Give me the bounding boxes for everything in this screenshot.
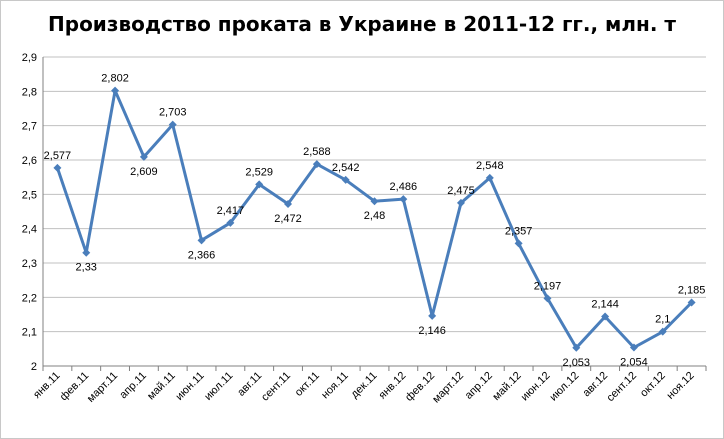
data-point bbox=[312, 160, 321, 169]
x-tick-label: июн.11 bbox=[173, 370, 206, 403]
data-point bbox=[601, 312, 610, 321]
data-label: 2,703 bbox=[159, 107, 187, 119]
data-point bbox=[53, 163, 62, 172]
y-tick-label: 2,8 bbox=[22, 86, 37, 98]
x-axis-ticks: янв.11фев.11март.11апр.11май.11июн.11июл… bbox=[31, 366, 707, 406]
x-tick-label: дек.11 bbox=[349, 370, 380, 401]
data-point bbox=[687, 298, 696, 307]
y-tick-label: 2,1 bbox=[22, 327, 37, 339]
data-label: 2,588 bbox=[303, 146, 331, 158]
data-label: 2,542 bbox=[332, 162, 360, 174]
data-label: 2,185 bbox=[678, 284, 706, 296]
data-labels: 2,577 2,33 2,802 2,609 2,703 2,366 2,417 2,529 2… bbox=[44, 73, 706, 369]
data-label: 2,357 bbox=[505, 225, 533, 237]
x-tick-label: март.11 bbox=[85, 370, 120, 405]
x-tick-label: янв.11 bbox=[31, 370, 62, 401]
x-axis bbox=[42, 57, 706, 367]
gridlines bbox=[43, 56, 706, 367]
data-point bbox=[139, 152, 148, 161]
x-tick-label: июл.11 bbox=[202, 370, 235, 403]
data-label: 2,054 bbox=[620, 356, 648, 368]
data-point bbox=[111, 86, 120, 95]
y-tick-label: 2,9 bbox=[22, 52, 37, 64]
data-label: 2,366 bbox=[188, 249, 216, 261]
data-label: 2,053 bbox=[563, 357, 591, 369]
data-label: 2,1 bbox=[655, 314, 670, 326]
data-point bbox=[168, 120, 177, 129]
x-tick-label: июл.12 bbox=[548, 370, 582, 404]
data-point bbox=[82, 248, 91, 257]
data-label: 2,33 bbox=[76, 262, 97, 274]
data-label: 2,146 bbox=[418, 325, 446, 337]
data-point bbox=[629, 343, 638, 352]
y-axis-ticks: 2 2,1 2,2 2,3 2,4 2,5 2,6 2,7 2,8 2,9 bbox=[22, 52, 37, 373]
data-point bbox=[284, 199, 293, 208]
y-tick-label: 2 bbox=[31, 361, 37, 373]
data-label: 2,144 bbox=[591, 299, 619, 311]
data-point bbox=[658, 327, 667, 336]
data-label: 2,475 bbox=[447, 185, 475, 197]
x-tick-label: окт.11 bbox=[293, 370, 322, 399]
y-tick-label: 2,7 bbox=[22, 121, 37, 133]
data-point bbox=[255, 180, 264, 189]
y-tick-label: 2,5 bbox=[22, 189, 37, 201]
data-point bbox=[399, 195, 408, 204]
data-point bbox=[197, 236, 206, 245]
data-point bbox=[456, 198, 465, 207]
data-label: 2,609 bbox=[130, 166, 158, 178]
data-point bbox=[572, 343, 581, 352]
data-label: 2,417 bbox=[217, 205, 245, 217]
data-label: 2,529 bbox=[245, 166, 273, 178]
data-point bbox=[341, 175, 350, 184]
data-point bbox=[485, 173, 494, 182]
y-tick-label: 2,4 bbox=[22, 224, 37, 236]
chart-title: Производство проката в Украине в 2011-12… bbox=[48, 12, 676, 36]
data-label: 2,577 bbox=[44, 150, 72, 162]
data-label: 2,197 bbox=[534, 280, 562, 292]
x-tick-label: окт.12 bbox=[638, 370, 668, 400]
x-tick-label: ноя.12 bbox=[665, 370, 697, 402]
data-point bbox=[428, 311, 437, 320]
data-point bbox=[543, 294, 552, 303]
data-label: 2,486 bbox=[390, 181, 418, 193]
x-tick-label: июн.12 bbox=[519, 370, 553, 404]
data-label: 2,472 bbox=[274, 213, 302, 225]
data-point bbox=[370, 197, 379, 206]
data-point bbox=[514, 239, 523, 248]
x-tick-label: сент.12 bbox=[605, 370, 640, 405]
x-tick-label: апр.11 bbox=[117, 370, 149, 402]
x-tick-label: май.11 bbox=[145, 370, 178, 403]
data-point bbox=[226, 218, 235, 227]
x-tick-label: май.12 bbox=[490, 370, 523, 403]
x-tick-label: март.12 bbox=[430, 370, 466, 406]
x-tick-label: ноя.11 bbox=[319, 370, 351, 402]
x-tick-label: апр.12 bbox=[463, 370, 495, 402]
y-tick-label: 2,6 bbox=[22, 155, 37, 167]
y-tick-label: 2,2 bbox=[22, 292, 37, 304]
x-tick-label: сент.11 bbox=[259, 370, 293, 404]
series bbox=[53, 86, 696, 352]
y-tick-label: 2,3 bbox=[22, 258, 37, 270]
data-label: 2,802 bbox=[101, 73, 129, 85]
data-label: 2,48 bbox=[364, 210, 385, 222]
data-label: 2,548 bbox=[476, 160, 504, 172]
